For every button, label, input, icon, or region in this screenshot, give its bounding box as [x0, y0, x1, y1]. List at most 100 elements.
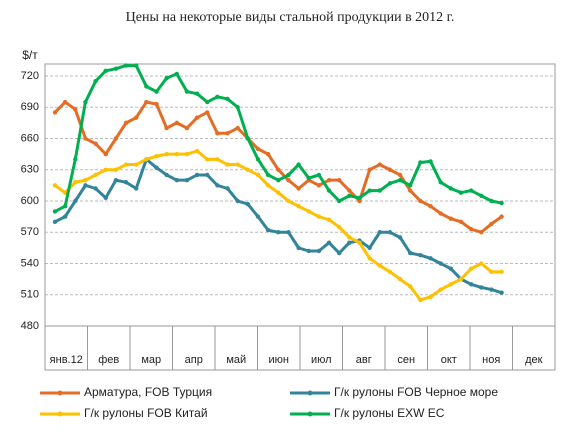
data-point	[397, 172, 403, 178]
data-point	[408, 188, 413, 193]
data-point	[408, 284, 413, 289]
legend-label: Арматура, FOB Турция	[84, 385, 212, 399]
data-point	[184, 151, 190, 157]
data-point	[215, 183, 220, 188]
data-point	[468, 226, 474, 232]
data-point	[438, 211, 443, 216]
data-point	[144, 157, 149, 162]
data-point	[296, 186, 301, 191]
legend-label: Г/к рулоны EXW ЕС	[334, 406, 445, 420]
data-point	[113, 177, 119, 183]
data-point	[479, 285, 484, 290]
data-point	[174, 151, 179, 157]
data-point	[316, 248, 322, 254]
data-point	[468, 266, 474, 271]
x-tick-label: май	[226, 354, 246, 366]
x-tick-label: дек	[525, 354, 543, 366]
data-point	[245, 136, 251, 141]
data-point	[286, 172, 291, 178]
data-point	[286, 198, 291, 204]
data-point	[458, 219, 464, 225]
data-point	[306, 209, 311, 214]
data-point	[235, 125, 240, 131]
data-point	[113, 136, 119, 141]
data-point	[428, 294, 433, 300]
data-point	[52, 209, 58, 214]
y-tick-label: 600	[21, 195, 39, 207]
data-point	[93, 186, 98, 191]
series-line	[54, 149, 502, 302]
data-point	[448, 282, 454, 287]
data-point	[468, 188, 474, 193]
data-point	[337, 224, 342, 230]
data-point	[123, 63, 129, 68]
data-point	[448, 266, 454, 271]
data-point	[347, 193, 352, 198]
data-point	[438, 180, 443, 185]
data-point	[316, 183, 322, 188]
data-point	[428, 256, 433, 261]
data-point	[397, 276, 403, 282]
data-point	[286, 230, 291, 235]
y-tick-label: 510	[21, 289, 39, 301]
data-point	[174, 177, 179, 183]
data-point	[52, 183, 58, 188]
data-point	[134, 63, 139, 68]
data-point	[62, 99, 68, 105]
y-tick-label: 690	[21, 101, 39, 113]
data-point	[103, 195, 108, 201]
data-point	[418, 297, 423, 303]
data-point	[306, 248, 311, 254]
data-point	[73, 198, 78, 204]
data-point	[225, 162, 230, 167]
data-point	[235, 105, 240, 110]
y-tick-label: 570	[21, 226, 39, 238]
data-point	[276, 190, 281, 195]
data-point	[83, 177, 88, 183]
data-point	[438, 287, 443, 292]
data-point	[164, 172, 169, 178]
data-point	[215, 157, 220, 162]
y-tick-label: 660	[21, 132, 39, 144]
data-point	[347, 235, 352, 240]
data-point	[357, 240, 362, 245]
data-point	[387, 230, 393, 235]
y-tick-label: 540	[21, 257, 39, 269]
data-point	[479, 230, 484, 235]
data-point	[103, 167, 108, 172]
data-point	[489, 269, 494, 275]
data-point	[83, 136, 88, 141]
data-point	[265, 172, 271, 178]
data-point	[174, 71, 179, 77]
data-point	[316, 172, 322, 178]
x-tick-label: апр	[185, 354, 203, 366]
data-point	[134, 186, 139, 191]
x-tick-label: сен	[397, 354, 415, 366]
data-point	[225, 131, 230, 136]
data-point	[265, 151, 271, 157]
data-point	[316, 214, 322, 219]
data-point	[387, 167, 393, 172]
data-point	[62, 204, 68, 209]
data-point	[306, 175, 311, 181]
data-point	[93, 141, 98, 146]
x-tick-label: июл	[311, 354, 332, 366]
data-point	[326, 188, 332, 193]
data-point	[245, 167, 251, 172]
data-point	[499, 290, 504, 295]
x-tick-label: фев	[98, 354, 119, 366]
data-point	[408, 183, 413, 188]
data-point	[154, 165, 159, 170]
data-point	[286, 177, 291, 183]
y-axis-label: $/т	[22, 48, 38, 62]
data-point	[347, 240, 352, 245]
data-point	[418, 252, 423, 258]
data-point	[499, 214, 504, 219]
data-point	[73, 157, 78, 162]
data-point	[194, 172, 200, 178]
data-point	[255, 172, 261, 178]
data-point	[103, 68, 108, 73]
data-point	[73, 180, 78, 185]
data-point	[123, 120, 129, 126]
